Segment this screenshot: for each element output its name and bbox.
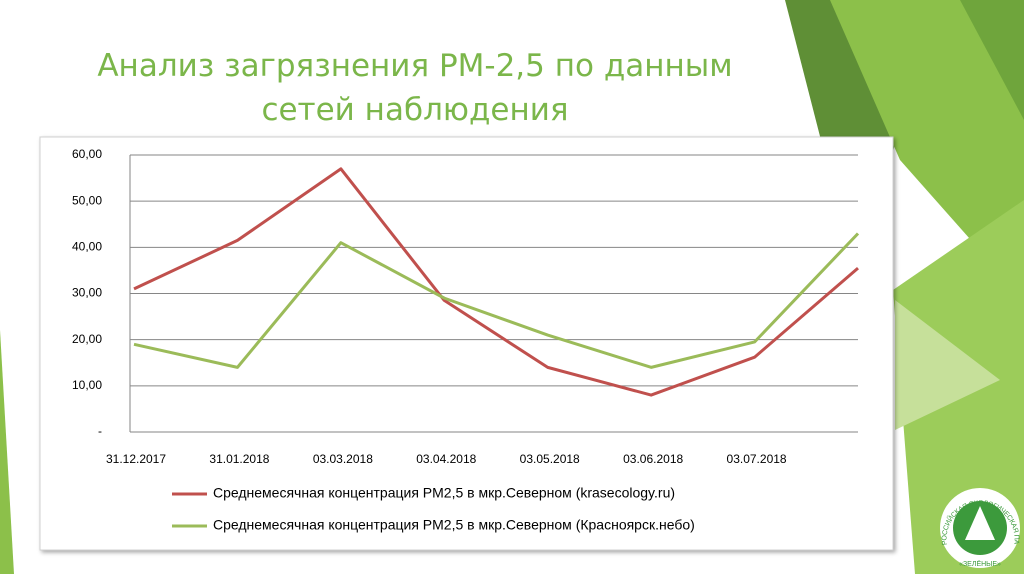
x-tick-label: 03.07.2018 bbox=[727, 452, 787, 466]
x-tick-label: 03.04.2018 bbox=[416, 452, 476, 466]
logo-tree bbox=[965, 506, 995, 540]
x-tick-label: 03.03.2018 bbox=[313, 452, 373, 466]
legend-label: Среднемесячная концентрация PM2,5 в мкр.… bbox=[213, 517, 695, 533]
y-tick-label: 10,00 bbox=[72, 378, 102, 392]
y-tick-label: 50,00 bbox=[72, 193, 102, 207]
legend-label: Среднемесячная концентрация PM2,5 в мкр.… bbox=[213, 485, 675, 501]
x-tick-label: 03.06.2018 bbox=[623, 452, 683, 466]
y-tick-label: - bbox=[98, 424, 102, 438]
y-tick-label: 20,00 bbox=[72, 332, 102, 346]
x-tick-label: 31.01.2018 bbox=[209, 452, 269, 466]
decor bbox=[960, 0, 1024, 120]
x-tick-label: 03.05.2018 bbox=[520, 452, 580, 466]
series-line bbox=[133, 232, 860, 369]
slide-title: Анализ загрязнения PM-2,5 по данным сете… bbox=[97, 48, 733, 128]
series-line bbox=[133, 167, 859, 397]
decor bbox=[895, 300, 1000, 430]
decor bbox=[0, 330, 14, 574]
y-tick-label: 60,00 bbox=[72, 147, 102, 161]
decor bbox=[830, 0, 1024, 300]
y-tick-label: 40,00 bbox=[72, 240, 102, 254]
x-tick-label: 31.12.2017 bbox=[106, 452, 166, 466]
y-tick-label: 30,00 bbox=[72, 286, 102, 300]
logo-name: «ЗЕЛЁНЫЕ» bbox=[959, 560, 1001, 568]
